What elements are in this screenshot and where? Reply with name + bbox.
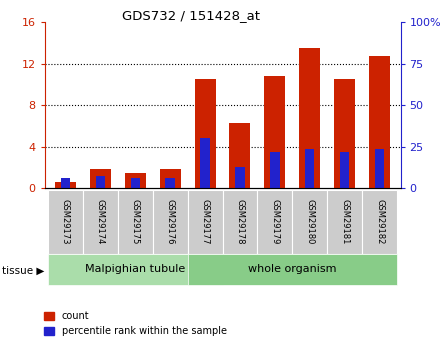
Bar [369,56,390,188]
Bar [292,190,327,254]
Text: GSM29179: GSM29179 [271,199,279,244]
Legend: count, percentile rank within the sample: count, percentile rank within the sample [40,307,231,340]
Bar [264,76,285,188]
Bar [305,149,315,188]
Bar [90,169,111,188]
Bar [130,178,140,188]
Bar [188,190,222,254]
Text: GDS732 / 151428_at: GDS732 / 151428_at [122,9,260,22]
Text: GSM29175: GSM29175 [131,199,140,244]
Text: tissue ▶: tissue ▶ [2,266,44,276]
Bar [48,190,83,254]
Bar [362,190,397,254]
Bar [153,190,188,254]
Bar [125,172,146,188]
Bar [160,169,181,188]
Bar [118,190,153,254]
Bar [83,190,118,254]
Text: whole organism: whole organism [248,265,336,274]
Bar [194,79,215,188]
Bar [200,138,210,188]
Bar [334,79,355,188]
Bar [340,151,349,188]
Bar [327,190,362,254]
Bar [230,123,251,188]
Bar [188,254,397,285]
Text: GSM29174: GSM29174 [96,199,105,244]
Bar [235,167,245,188]
Bar [270,151,279,188]
Text: GSM29177: GSM29177 [201,199,210,244]
Text: GSM29178: GSM29178 [235,199,244,244]
Text: GSM29176: GSM29176 [166,199,174,244]
Bar [166,178,175,188]
Text: GSM29180: GSM29180 [305,199,314,244]
Text: GSM29182: GSM29182 [375,199,384,244]
Text: GSM29173: GSM29173 [61,199,70,244]
Bar [96,176,105,188]
Bar [257,190,292,254]
Bar [299,48,320,188]
Bar [375,149,384,188]
Text: Malpighian tubule: Malpighian tubule [85,265,186,274]
Bar [55,182,76,188]
Bar [48,254,222,285]
Text: GSM29181: GSM29181 [340,199,349,244]
Bar [222,190,257,254]
Bar [61,178,70,188]
